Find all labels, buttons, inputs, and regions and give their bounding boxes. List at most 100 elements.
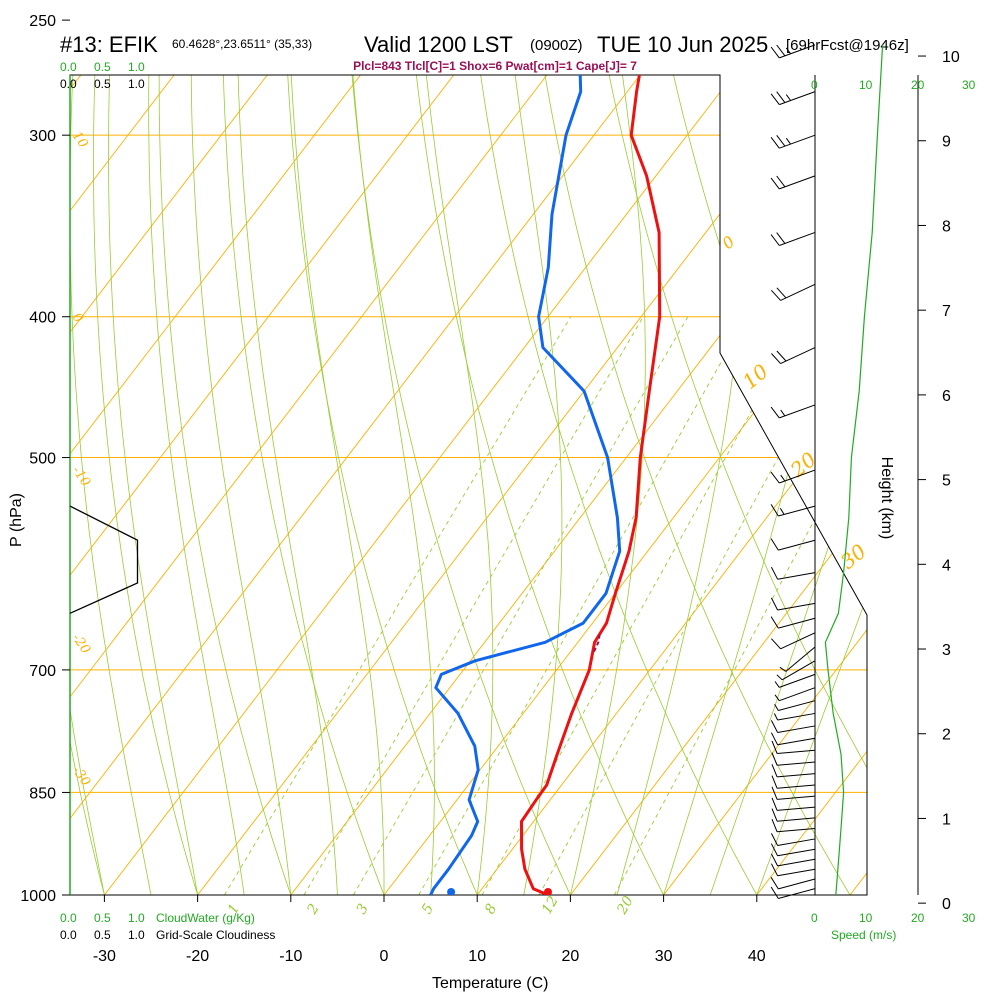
barb-flag xyxy=(770,853,779,867)
barb-shaft xyxy=(779,469,816,484)
barb-shaft xyxy=(785,646,816,672)
barb-shaft xyxy=(777,602,816,611)
cloudwater-tick-0-bottom: 0.0 xyxy=(60,911,77,925)
speed-tick-0-bottom: 0 xyxy=(811,911,818,925)
wind-barbs xyxy=(770,44,816,899)
barb-flag xyxy=(776,350,787,362)
barb-flag xyxy=(770,863,779,877)
barb-shaft xyxy=(779,175,816,190)
barb-flag xyxy=(771,775,778,789)
moist-adiabat xyxy=(70,75,105,895)
x-axis-title: Temperature (C) xyxy=(432,975,548,992)
cloudiness-label: Grid-Scale Cloudiness xyxy=(156,928,275,942)
barb-half-flag xyxy=(776,674,783,681)
barb-shaft xyxy=(780,283,816,301)
x-tick-label: -30 xyxy=(93,948,116,965)
p-tick-label: 400 xyxy=(29,310,56,327)
barb-flag xyxy=(770,177,780,190)
barb-half-flag xyxy=(773,713,779,721)
barb-shaft xyxy=(781,660,816,681)
barb-flag xyxy=(771,353,781,364)
x-tick-label: -10 xyxy=(279,948,302,965)
barb-shaft xyxy=(779,231,816,246)
isotherm-line xyxy=(70,75,590,895)
dry-adiabat xyxy=(849,75,867,895)
isotherm-line xyxy=(70,75,497,895)
speed-scale-bottom: 0 10 20 30 Speed (m/s) xyxy=(811,911,976,942)
wind-speed-profile xyxy=(824,44,884,896)
thermo-grid xyxy=(0,20,1000,895)
cloud-cover-profile xyxy=(69,505,139,614)
speed-label: Speed (m/s) xyxy=(831,928,896,942)
isotherm-label: -20 xyxy=(69,631,93,657)
barb-shaft xyxy=(780,347,816,365)
barb-half-flag xyxy=(785,47,792,55)
mixing-ratio-line xyxy=(614,316,867,895)
isotherm-line xyxy=(104,75,776,895)
mixing-ratio-label: 2 xyxy=(304,901,323,918)
wind-barb xyxy=(774,700,816,711)
barb-flag xyxy=(770,471,780,484)
cloudiness-tick-0: 0.0 xyxy=(60,77,77,91)
isotherm-label: -30 xyxy=(69,763,93,789)
isotherm-label: 10 xyxy=(738,359,773,394)
dry-adiabat xyxy=(472,75,758,895)
barb-shaft xyxy=(778,888,816,899)
barb-shaft xyxy=(779,687,816,702)
mixing-ratio-label: 12 xyxy=(539,893,562,917)
x-tick-label: 20 xyxy=(562,948,580,965)
height-tick-label: 1 xyxy=(942,811,951,828)
barb-flag xyxy=(770,720,779,733)
p-tick-label: 300 xyxy=(29,128,56,145)
barb-shaft xyxy=(777,806,816,811)
barb-flag xyxy=(776,134,786,147)
cloudwater-label: CloudWater (g/Kg) xyxy=(156,911,255,925)
wind-barb xyxy=(771,819,816,833)
station-title: #13: EFIK xyxy=(60,32,158,57)
barb-shaft xyxy=(777,817,816,822)
mixing-ratio-line xyxy=(538,316,856,895)
barb-shaft xyxy=(777,737,816,746)
isotherm-label: 20 xyxy=(785,447,821,483)
barb-shaft xyxy=(777,712,816,721)
stability-indices: Plcl=843 Tlcl[C]=1 Shox=6 Pwat[cm]=1 Cap… xyxy=(353,59,637,73)
speed-tick-20-bottom: 20 xyxy=(911,911,925,925)
barb-flag xyxy=(771,638,781,650)
isotherm-line xyxy=(383,75,867,895)
barb-flag xyxy=(771,786,778,800)
height-tick-label: 9 xyxy=(942,134,951,151)
barb-shaft xyxy=(778,700,816,711)
moist-adiabat xyxy=(236,75,338,895)
height-axis-title: Height (km) xyxy=(878,457,895,540)
barb-shaft xyxy=(777,784,816,789)
barb-shaft xyxy=(779,404,816,419)
wind-barb xyxy=(770,616,816,629)
mixing-ratio-label: 20 xyxy=(614,893,637,917)
barb-half-flag xyxy=(780,409,786,417)
cloudwater-tick-0: 0.0 xyxy=(60,60,77,74)
height-tick-label: 0 xyxy=(942,896,951,913)
cloud-cover-line xyxy=(69,505,139,614)
barb-flag xyxy=(771,819,778,832)
isotherm-line xyxy=(943,20,1000,895)
barb-flag xyxy=(770,843,779,857)
barb-flag xyxy=(770,93,780,105)
barb-flag xyxy=(776,287,787,299)
height-tick-label: 3 xyxy=(942,642,951,659)
barb-flag xyxy=(771,289,781,301)
cloud-scale-top: 0.0 0.5 1.0 0.0 0.5 1.0 xyxy=(60,60,145,91)
barb-shaft xyxy=(778,539,816,551)
speed-tick-30-top: 30 xyxy=(962,78,976,92)
barb-flag xyxy=(770,616,779,629)
sounding-traces xyxy=(429,75,662,895)
x-tick-label: 0 xyxy=(380,948,389,965)
isotherm-line xyxy=(0,20,30,895)
p-tick-label: 1000 xyxy=(20,888,56,905)
wind-barb xyxy=(770,469,816,484)
moist-adiabat xyxy=(288,75,385,895)
mixing-ratio-label: 8 xyxy=(482,901,500,917)
moist-adiabat xyxy=(507,75,563,895)
barb-shaft xyxy=(777,838,816,846)
speed-tick-0-top: 0 xyxy=(811,78,818,92)
barb-flag xyxy=(770,886,779,899)
